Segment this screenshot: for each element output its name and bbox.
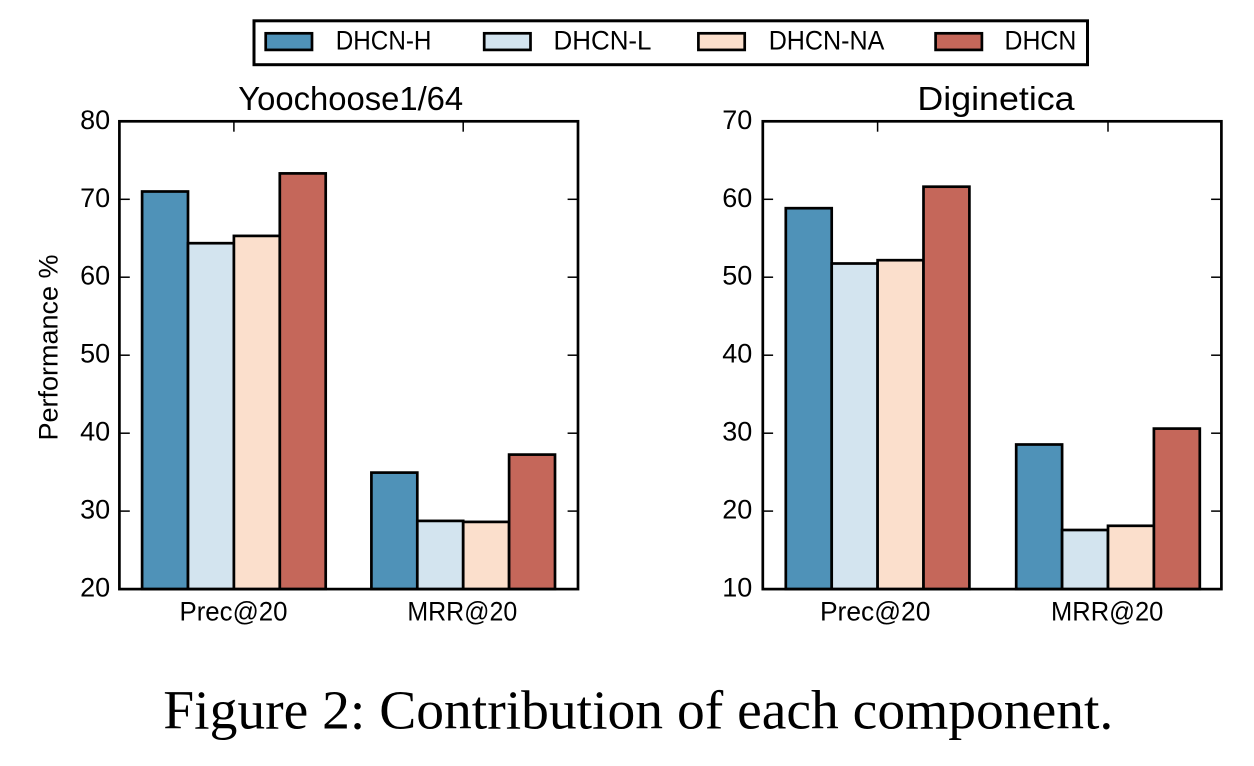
svg-text:Performance %: Performance %: [34, 255, 64, 441]
svg-text:DHCN-NA: DHCN-NA: [769, 26, 885, 56]
svg-text:70: 70: [80, 183, 110, 213]
svg-text:DHCN-H: DHCN-H: [336, 26, 432, 56]
svg-text:20: 20: [80, 573, 110, 603]
svg-text:Figure 2: Contribution of each: Figure 2: Contribution of each component…: [163, 680, 1113, 741]
svg-text:40: 40: [722, 339, 752, 369]
svg-text:50: 50: [80, 339, 110, 369]
svg-text:70: 70: [722, 105, 752, 135]
svg-text:30: 30: [80, 495, 110, 525]
svg-text:Prec@20: Prec@20: [180, 596, 288, 626]
svg-text:60: 60: [722, 183, 752, 213]
svg-text:20: 20: [722, 495, 752, 525]
svg-text:80: 80: [80, 105, 110, 135]
svg-text:DHCN: DHCN: [1005, 26, 1077, 56]
svg-text:30: 30: [722, 417, 752, 447]
svg-text:50: 50: [722, 261, 752, 291]
svg-text:60: 60: [80, 261, 110, 291]
svg-text:DHCN-L: DHCN-L: [554, 26, 652, 56]
svg-text:Prec@20: Prec@20: [820, 596, 931, 626]
svg-text:Yoochoose1/64: Yoochoose1/64: [238, 80, 463, 117]
svg-text:Diginetica: Diginetica: [917, 80, 1075, 117]
svg-text:MRR@20: MRR@20: [407, 596, 517, 626]
svg-text:10: 10: [722, 573, 752, 603]
svg-text:MRR@20: MRR@20: [1051, 596, 1163, 626]
svg-text:40: 40: [80, 417, 110, 447]
